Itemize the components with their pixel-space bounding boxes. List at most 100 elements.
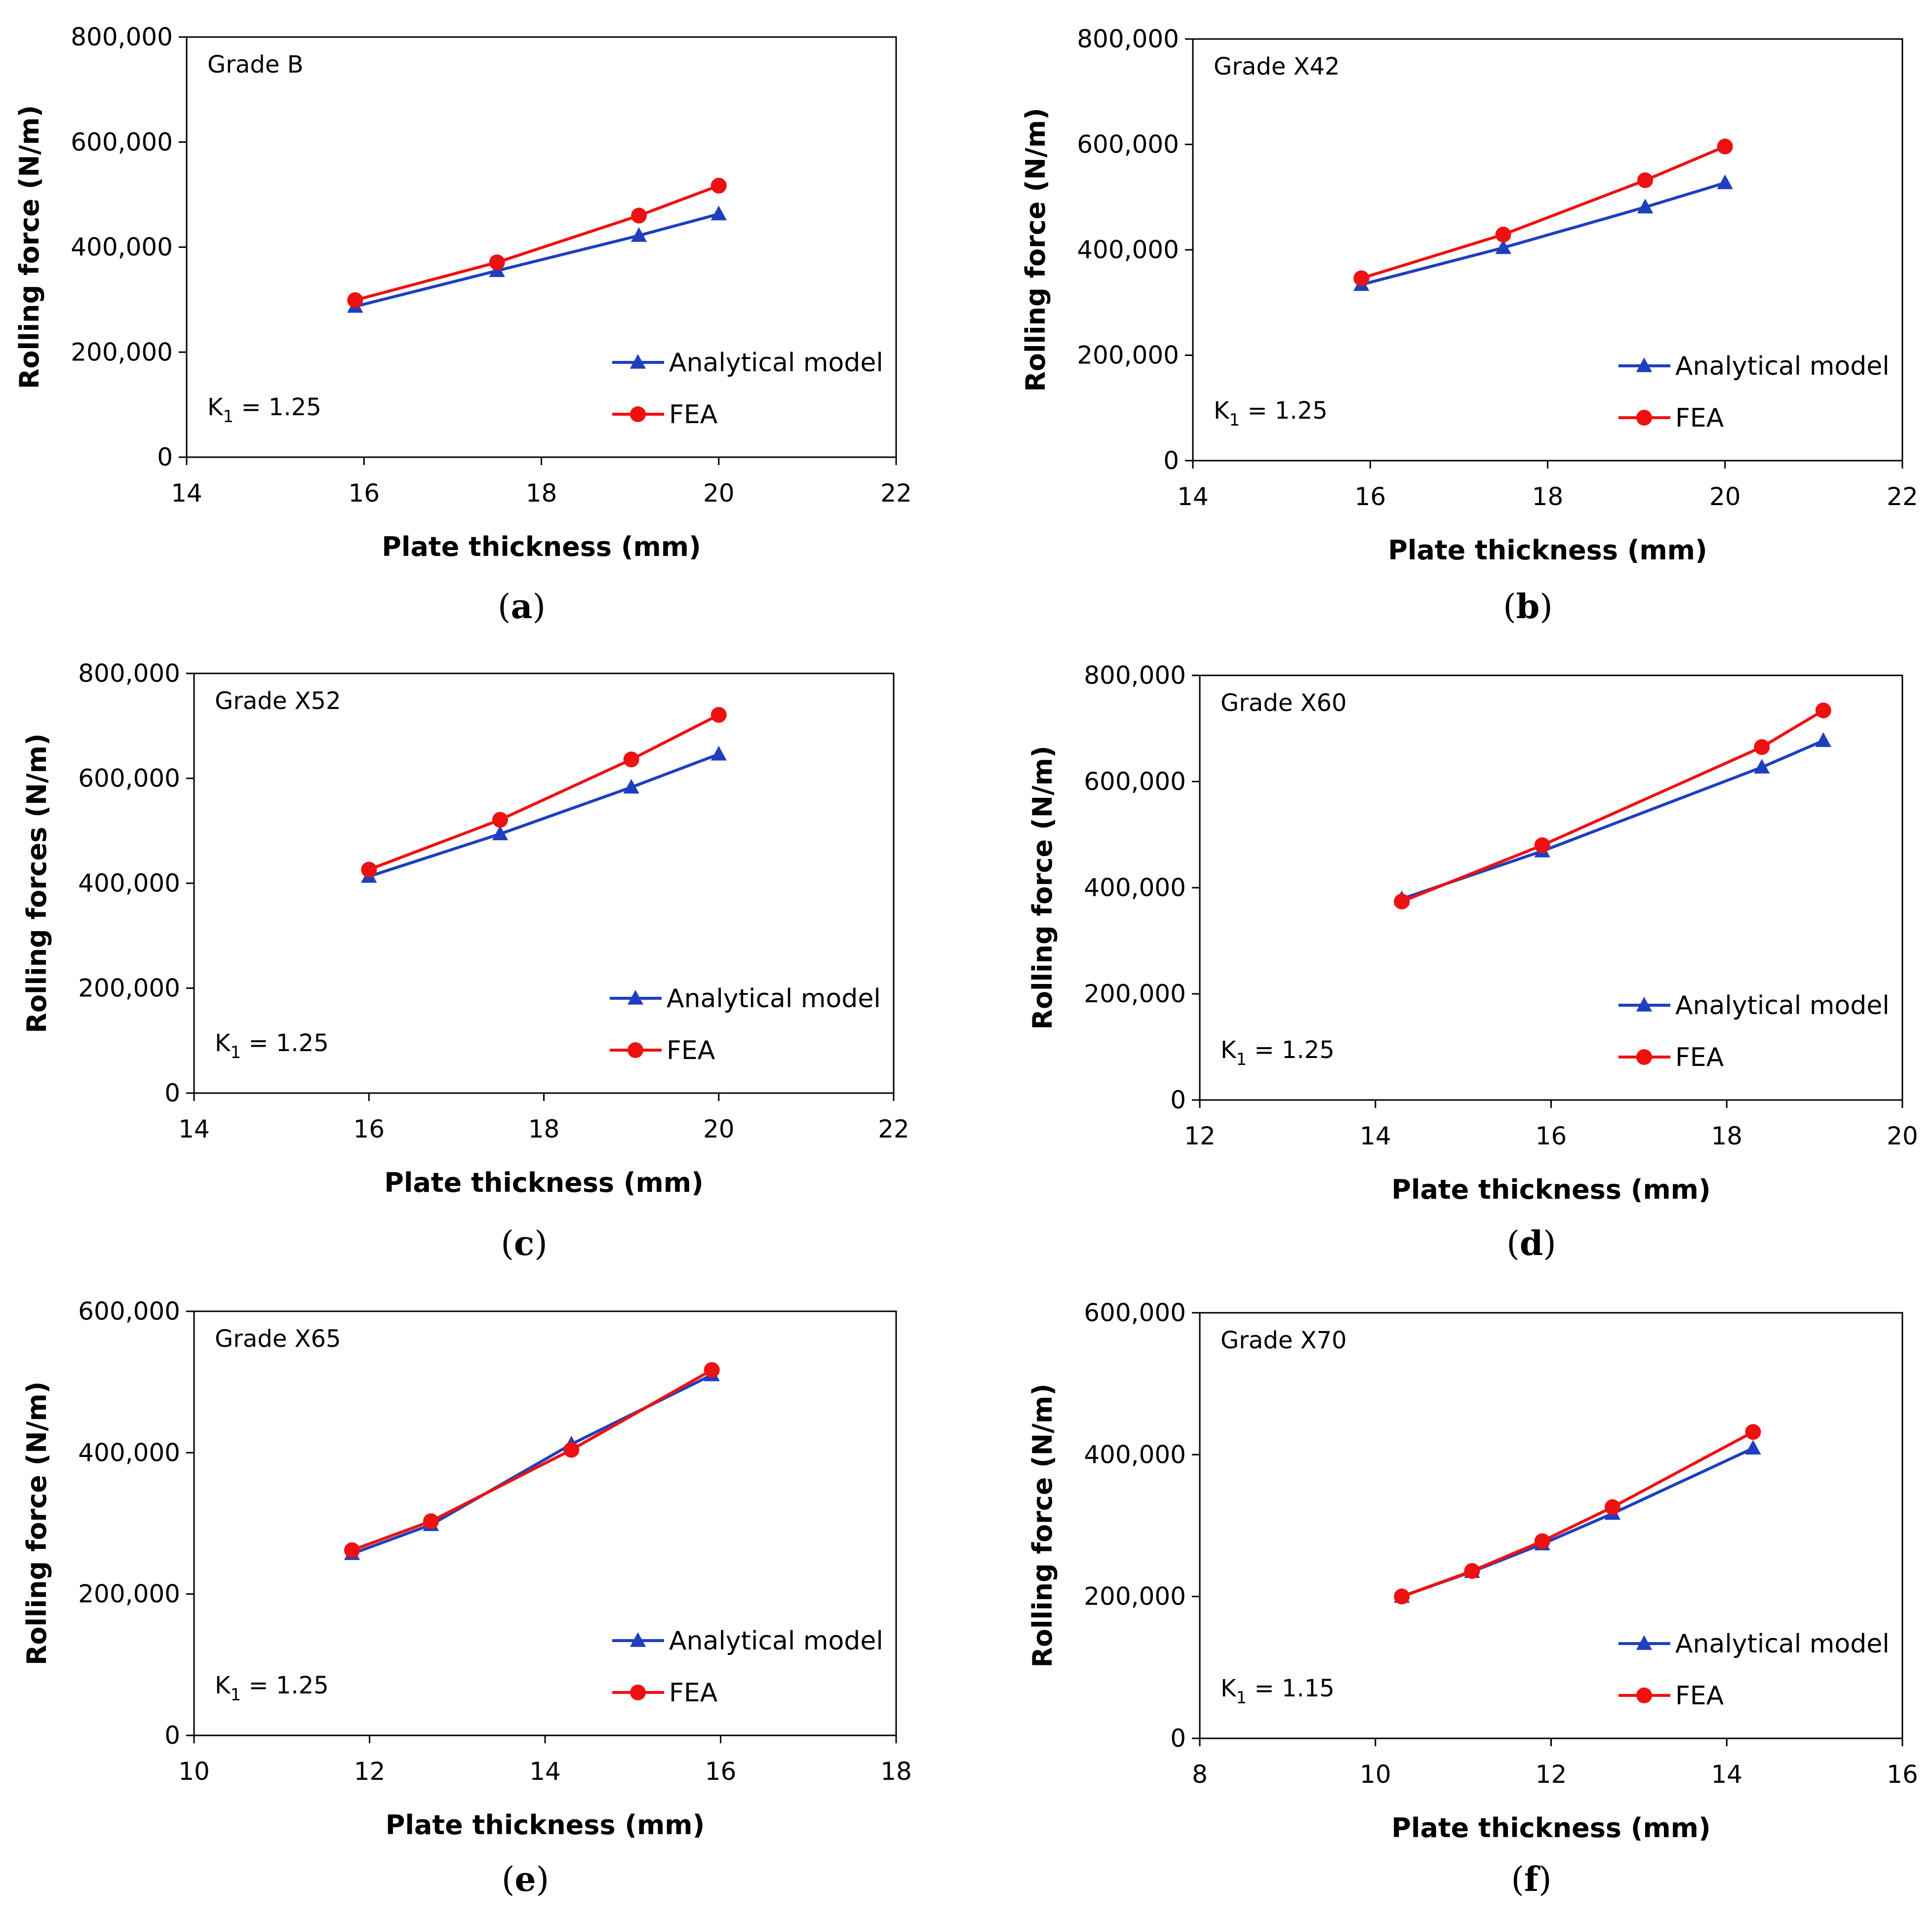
y-axis-label: Rolling force (N/m) [14, 105, 45, 389]
x-tick-label: 12 [1184, 1122, 1216, 1150]
legend: Analytical model FEA [610, 984, 881, 1065]
k-subscript: 1 [1229, 410, 1240, 430]
y-tick-label: 800,000 [78, 659, 180, 688]
legend-fea-label: FEA [1675, 403, 1724, 433]
legend: Analytical model FEA [1618, 1629, 1890, 1711]
data-point-circle [492, 812, 508, 828]
caption-close-paren: ) [1543, 1224, 1556, 1263]
data-point-triangle [1495, 239, 1511, 254]
panel-caption: (c) [501, 1224, 547, 1263]
series-fea [361, 707, 727, 878]
caption-open-paren: ( [1503, 588, 1516, 627]
caption-close-paren: ) [1539, 588, 1553, 627]
legend: Analytical model FEA [612, 1626, 883, 1708]
k-symbol: K [215, 1029, 231, 1057]
y-tick-label: 0 [164, 1721, 180, 1750]
data-point-triangle [492, 825, 509, 840]
series-analytical-model [1353, 174, 1733, 291]
chart-panel-a: 0 200,000 400,000 600,000 800,000 14 16 18 20 22 P… [14, 23, 912, 627]
legend: Analytical model FEA [1618, 352, 1890, 433]
series-fea [344, 1362, 720, 1558]
grade-label: Grade X65 [215, 1325, 341, 1353]
caption-close-paren: ) [533, 588, 546, 627]
k-subscript: 1 [1236, 1688, 1247, 1708]
y-tick-label: 0 [1170, 1086, 1186, 1114]
k-coefficient-label: K1 = 1.25 [215, 1029, 329, 1062]
x-tick-label: 16 [348, 479, 380, 508]
legend-analytical-label: Analytical model [669, 348, 883, 378]
data-point-triangle [710, 746, 727, 761]
legend-fea-label: FEA [1675, 1681, 1724, 1711]
k-value: = 1.25 [1247, 1036, 1335, 1064]
x-tick-label: 16 [705, 1757, 737, 1786]
x-tick-label: 8 [1192, 1760, 1208, 1789]
x-tick-label: 18 [1532, 482, 1564, 511]
panel-caption: (b) [1503, 587, 1553, 627]
data-point-circle [563, 1442, 580, 1458]
data-point-circle [704, 1362, 720, 1378]
series-line [351, 1369, 713, 1552]
grade-label: Grade X42 [1214, 53, 1340, 80]
y-tick-label: 400,000 [1084, 1440, 1186, 1469]
y-tick-label: 600,000 [78, 764, 180, 793]
y-tick-label: 600,000 [78, 1297, 180, 1326]
data-point-circle [631, 207, 647, 224]
legend-circle-marker [630, 1685, 646, 1700]
y-axis-label: Rolling force (N/m) [1027, 1383, 1058, 1667]
grade-label: Grade X52 [215, 687, 341, 715]
data-point-circle [1353, 270, 1370, 286]
y-tick-label: 400,000 [1077, 236, 1179, 264]
grade-label: Grade B [207, 51, 304, 79]
chart-panel-b: 0 200,000 400,000 600,000 800,000 14 16 18 20 22 P… [1020, 25, 1918, 627]
x-tick-label: 16 [1354, 482, 1386, 511]
x-tick-label: 10 [178, 1757, 210, 1786]
y-tick-label: 600,000 [1084, 1298, 1186, 1327]
data-point-circle [1717, 138, 1733, 155]
x-tick-label: 14 [529, 1757, 561, 1786]
panel-caption: (a) [498, 587, 546, 627]
legend-analytical-label: Analytical model [1675, 352, 1890, 381]
k-coefficient-label: K1 = 1.25 [207, 393, 321, 427]
x-tick-label: 14 [171, 479, 202, 508]
caption-open-paren: ( [1506, 1224, 1520, 1263]
y-tick-label: 600,000 [1077, 130, 1179, 159]
data-point-circle [1637, 172, 1654, 189]
chart-panel-d: 0 200,000 400,000 600,000 800,000 12 14 16 18 20 P… [1027, 661, 1918, 1263]
x-tick-label: 18 [528, 1115, 560, 1143]
k-subscript: 1 [1236, 1050, 1247, 1069]
legend: Analytical model FEA [1618, 991, 1890, 1072]
caption-open-paren: ( [501, 1224, 514, 1263]
k-symbol: K [207, 393, 224, 421]
data-point-circle [347, 292, 363, 308]
data-point-circle [489, 254, 505, 271]
data-point-triangle [1745, 1440, 1761, 1455]
series-line [355, 184, 719, 302]
series-fea [1394, 1424, 1761, 1605]
legend-analytical-label: Analytical model [1675, 991, 1890, 1021]
y-tick-label: 800,000 [1077, 25, 1179, 53]
data-point-triangle [631, 227, 647, 242]
y-axis-label: Rolling force (N/m) [1020, 108, 1051, 392]
legend-circle-marker [630, 406, 646, 422]
x-tick-label: 18 [526, 479, 557, 508]
x-tick-label: 14 [178, 1115, 210, 1143]
data-point-circle [623, 751, 639, 768]
caption-letter: e [514, 1860, 536, 1899]
data-point-circle [1745, 1424, 1761, 1440]
x-tick-label: 14 [1177, 482, 1209, 511]
x-tick-label: 12 [1536, 1760, 1567, 1789]
data-point-triangle [1717, 174, 1733, 190]
caption-letter: c [514, 1224, 534, 1263]
y-tick-label: 200,000 [1077, 341, 1179, 370]
y-tick-label: 0 [157, 443, 173, 471]
caption-close-paren: ) [534, 1224, 548, 1263]
y-tick-label: 600,000 [1084, 767, 1186, 796]
y-tick-label: 200,000 [78, 974, 180, 1003]
k-symbol: K [1221, 1675, 1237, 1702]
legend-fea-label: FEA [669, 1678, 718, 1708]
y-tick-label: 0 [1163, 446, 1179, 475]
k-value: = 1.25 [241, 1672, 329, 1699]
data-point-circle [423, 1513, 439, 1530]
data-point-circle [1605, 1499, 1621, 1515]
series-line [1361, 181, 1726, 286]
